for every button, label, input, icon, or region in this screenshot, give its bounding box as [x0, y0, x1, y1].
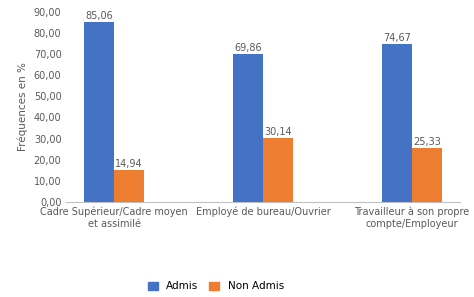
Legend: Admis, Non Admis: Admis, Non Admis: [144, 277, 288, 296]
Bar: [84, 22, 114, 202]
Text: 74,67: 74,67: [383, 33, 411, 42]
Text: 14,94: 14,94: [115, 159, 143, 169]
Bar: [383, 44, 412, 202]
Bar: [412, 148, 442, 202]
Y-axis label: Fréquences en %: Fréquences en %: [18, 62, 28, 151]
Bar: [114, 170, 144, 202]
Bar: [233, 54, 263, 202]
Text: 25,33: 25,33: [413, 137, 441, 147]
Text: 30,14: 30,14: [264, 127, 292, 137]
Text: 69,86: 69,86: [234, 43, 262, 53]
Text: 85,06: 85,06: [85, 11, 113, 20]
Bar: [263, 138, 293, 202]
